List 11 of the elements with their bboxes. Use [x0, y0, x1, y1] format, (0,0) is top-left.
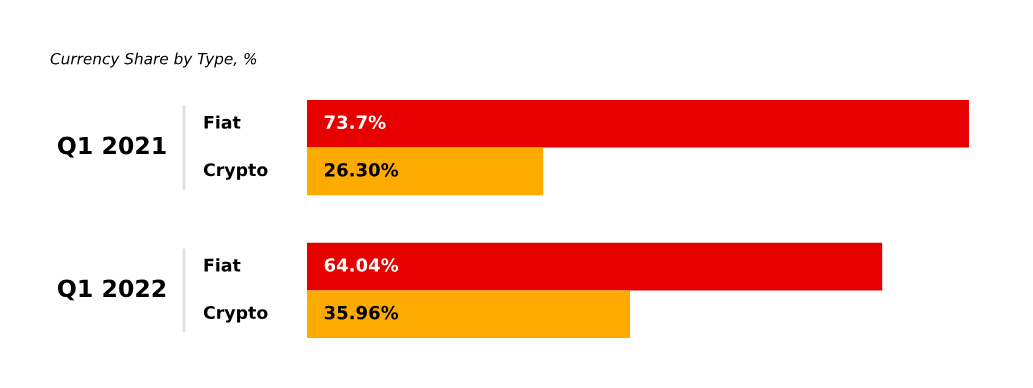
data-label: 26.30%	[324, 162, 399, 177]
data-label: 35.96%	[324, 305, 399, 320]
text: Currency Share by Type, %	[50, 52, 257, 68]
y-tick-label: Fiat	[204, 258, 241, 272]
y-tick-label: Fiat	[204, 115, 241, 129]
text: Q1 2021	[57, 136, 166, 158]
text: Q1 2022	[57, 279, 166, 301]
data-label: 73.7%	[324, 115, 386, 130]
y-tick-label: Crypto	[203, 305, 268, 323]
y-tick-label: Crypto	[203, 163, 268, 180]
data-label: 64.04%	[324, 258, 399, 272]
